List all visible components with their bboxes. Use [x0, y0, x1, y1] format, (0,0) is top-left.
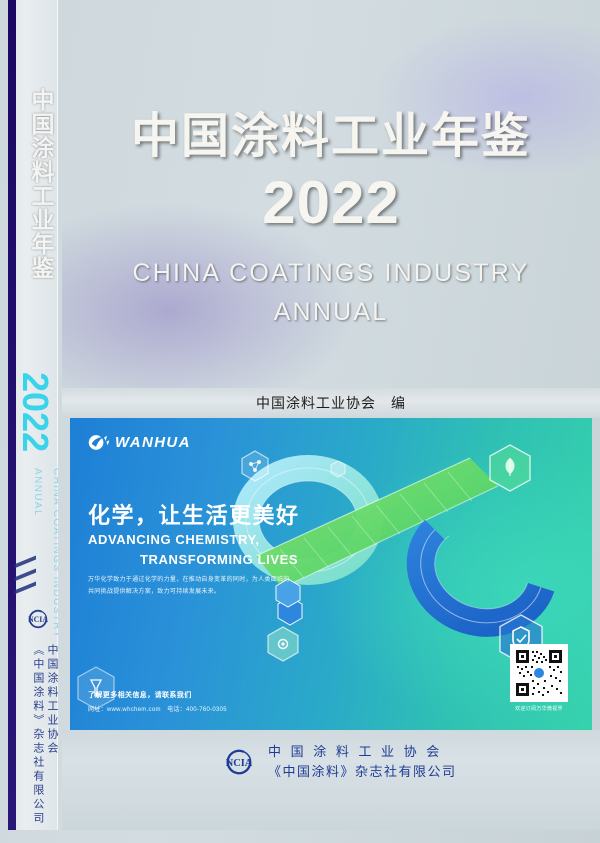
qr-code-icon: [510, 644, 568, 702]
ad-headline-en-line1: ADVANCING CHEMISTRY,: [88, 532, 260, 547]
spine-title-en-line2: ANNUAL: [32, 468, 43, 517]
qr-code-block: 欢迎订阅万华微视界: [510, 644, 568, 712]
ncia-footer-logo-icon: NCIA: [220, 743, 258, 781]
footer-publisher: 《中国涂料》杂志社有限公司: [268, 763, 457, 779]
cover-gradient-panel: [62, 0, 600, 388]
spine-publisher: 中国涂料工业协会 《中国涂料》杂志社有限公司: [20, 644, 58, 826]
ad-body-text: 万华化学致力于通过化学的力量，在推动自身变革的同时，为人类面临的共同挑战提供解决…: [88, 577, 290, 595]
cover-year: 2022: [262, 169, 400, 236]
ncia-logo-icon: NCIA: [23, 604, 53, 634]
editor-band: 中国涂料工业协会 编: [62, 388, 600, 418]
front-cover: 中国涂料工业年鉴 2022 CHINA COATINGS INDUSTRY AN…: [62, 0, 600, 830]
cover-title-en-line1: CHINA COATINGS INDUSTRY: [132, 259, 530, 287]
molecule-hexagon-icon: [241, 450, 269, 482]
ad-headline-en-line2: TRANSFORMING LIVES: [140, 552, 299, 568]
spine-dark-edge: [8, 0, 16, 830]
ad-headline-en: ADVANCING CHEMISTRY, TRANSFORMING LIVES: [88, 530, 298, 570]
footer-band: NCIA 中 国 涂 料 工 业 协 会 《中国涂料》杂志社有限公司: [62, 730, 600, 830]
footer-text: 中 国 涂 料 工 业 协 会 《中国涂料》杂志社有限公司: [268, 742, 457, 781]
leaf-hexagon-icon: [489, 444, 531, 492]
ad-contact-block: 了解更多相关信息，请联系我们 网址：www.whchem.com 电话：400-…: [88, 690, 227, 713]
ad-contact-title: 了解更多相关信息，请联系我们: [88, 692, 192, 699]
wanhua-wordmark: WANHUA: [115, 434, 191, 451]
svg-text:NCIA: NCIA: [226, 757, 253, 768]
spine-publisher-association: 中国涂料工业协会: [46, 644, 58, 756]
spine-title-cn: 中国涂料工业年鉴: [28, 88, 54, 280]
spine-title-en: CHINA COATINGS INDUSTRY ANNUAL: [28, 468, 58, 639]
svg-text:NCIA: NCIA: [28, 615, 48, 624]
cover-title-cn: 中国涂料工业年鉴: [130, 110, 531, 163]
footer-content: NCIA 中 国 涂 料 工 业 协 会 《中国涂料》杂志社有限公司: [220, 742, 457, 781]
ad-contact-detail: 网址：www.whchem.com 电话：400-760-0305: [88, 707, 227, 713]
flask-hexagon-icon: [77, 666, 115, 710]
cover-title-en: CHINA COATINGS INDUSTRY ANNUAL: [62, 254, 600, 332]
wanhua-logo: WANHUA: [88, 434, 191, 451]
mobius-hexagon-loop-graphic: [233, 455, 558, 637]
advertisement-panel: WANHUA 化学，让生活更美好 ADVANCING CHEMISTRY, TR…: [70, 418, 592, 730]
editor-credit: 中国涂料工业协会 编: [256, 395, 406, 411]
ad-headline-cn: 化学，让生活更美好: [88, 503, 300, 528]
spine-publisher-company: 《中国涂料》杂志社有限公司: [31, 644, 44, 826]
cover-title-en-line2: ANNUAL: [273, 297, 389, 326]
qr-caption: 欢迎订阅万华微视界: [515, 706, 563, 712]
book-spine: 中国涂料工业年鉴 2022 CHINA COATINGS INDUSTRY AN…: [8, 0, 58, 830]
spine-title-en-line1: CHINA COATINGS INDUSTRY: [51, 468, 58, 639]
footer-association: 中 国 涂 料 工 业 协 会: [268, 744, 443, 759]
gear-hexagon-icon: [267, 626, 299, 662]
small-hexagon-decoration-icon: [330, 460, 346, 478]
spine-year: 2022: [15, 372, 57, 453]
wanhua-swoosh-icon: [88, 434, 110, 451]
